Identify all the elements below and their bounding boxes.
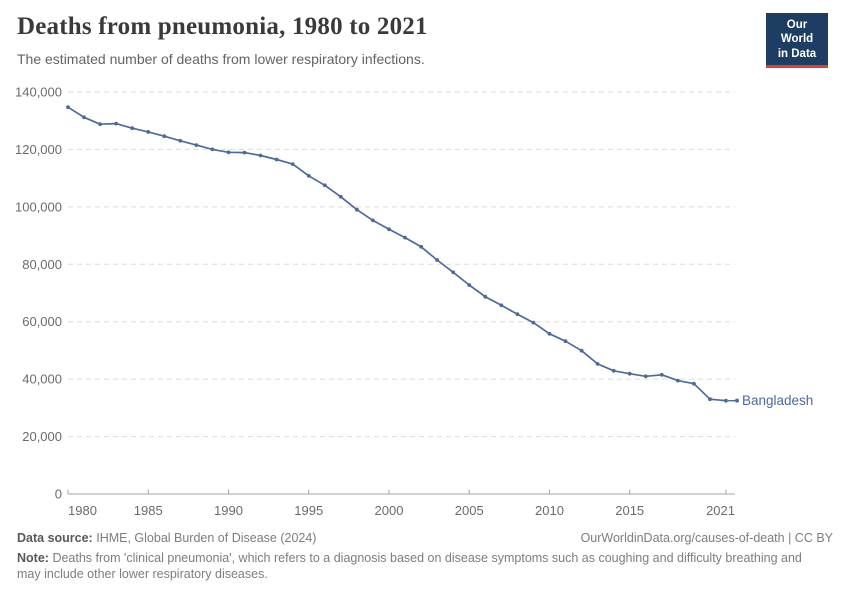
data-point[interactable] bbox=[114, 121, 118, 126]
data-point[interactable] bbox=[547, 331, 552, 336]
owid-logo-line2: in Data bbox=[777, 47, 817, 60]
series-label-bangladesh[interactable]: Bangladesh bbox=[742, 393, 813, 408]
y-axis-tick-label: 140,000 bbox=[15, 85, 62, 100]
y-axis-tick-label: 0 bbox=[55, 487, 62, 502]
data-point[interactable] bbox=[66, 105, 70, 110]
x-axis-tick-label: 1990 bbox=[214, 503, 243, 518]
data-point[interactable] bbox=[643, 374, 648, 379]
data-point[interactable] bbox=[306, 173, 311, 178]
note-line: Note: Deaths from 'clinical pneumonia', … bbox=[17, 551, 817, 582]
data-point[interactable] bbox=[258, 153, 263, 158]
data-point[interactable] bbox=[467, 283, 472, 287]
data-point[interactable] bbox=[355, 207, 359, 212]
data-point[interactable] bbox=[194, 143, 199, 148]
data-point[interactable] bbox=[659, 372, 664, 377]
data-point[interactable] bbox=[451, 270, 456, 275]
data-point[interactable] bbox=[146, 130, 151, 134]
series-label-dot bbox=[735, 398, 739, 403]
data-point[interactable] bbox=[419, 244, 423, 249]
data-point[interactable] bbox=[82, 115, 86, 120]
data-point[interactable] bbox=[627, 371, 632, 376]
data-source-line: Data source: IHME, Global Burden of Dise… bbox=[17, 531, 316, 546]
data-point[interactable] bbox=[210, 147, 215, 152]
owid-logo-line1: Our World bbox=[780, 19, 814, 46]
data-point[interactable] bbox=[338, 194, 343, 199]
owid-logo[interactable]: Our World in Data bbox=[766, 13, 828, 69]
data-point[interactable] bbox=[563, 339, 568, 344]
data-point[interactable] bbox=[98, 122, 102, 127]
data-point[interactable] bbox=[724, 398, 728, 403]
license-link[interactable]: OurWorldinData.org/causes-of-death | CC … bbox=[580, 531, 833, 545]
chart-subtitle: The estimated number of deaths from lowe… bbox=[17, 51, 425, 67]
data-point[interactable] bbox=[579, 348, 584, 353]
owid-logo-box: Our World in Data bbox=[766, 13, 828, 69]
data-source-label: Data source: bbox=[17, 531, 93, 545]
x-axis-tick-label: 1985 bbox=[134, 503, 163, 518]
data-point[interactable] bbox=[435, 258, 439, 262]
x-axis-tick-label: 1995 bbox=[294, 503, 323, 518]
data-point[interactable] bbox=[595, 362, 600, 366]
y-axis-tick-label: 80,000 bbox=[22, 257, 62, 272]
data-line-bangladesh[interactable] bbox=[67, 106, 727, 402]
y-axis-tick-label: 60,000 bbox=[22, 314, 62, 329]
x-axis-tick-label: 1980 bbox=[68, 503, 97, 518]
y-axis-tick-label: 20,000 bbox=[22, 429, 62, 444]
data-point[interactable] bbox=[162, 134, 167, 139]
y-axis-tick-label: 100,000 bbox=[15, 199, 62, 214]
x-axis-tick-label: 2021 bbox=[706, 503, 735, 518]
data-point[interactable] bbox=[178, 138, 183, 143]
page-title: Deaths from pneumonia, 1980 to 2021 bbox=[17, 13, 428, 40]
data-point[interactable] bbox=[290, 162, 295, 167]
data-point[interactable] bbox=[242, 150, 247, 155]
chart-footer: Data source: IHME, Global Burden of Dise… bbox=[17, 531, 833, 582]
x-axis-tick-label: 2005 bbox=[455, 503, 484, 518]
data-point[interactable] bbox=[708, 397, 712, 402]
data-point[interactable] bbox=[371, 218, 375, 223]
data-point[interactable] bbox=[483, 294, 488, 299]
data-point[interactable] bbox=[226, 150, 231, 155]
data-point[interactable] bbox=[274, 157, 279, 162]
data-point[interactable] bbox=[515, 312, 520, 317]
y-axis-tick-label: 40,000 bbox=[22, 372, 62, 387]
x-axis-tick-label: 2010 bbox=[535, 503, 564, 518]
data-point[interactable] bbox=[676, 378, 680, 383]
x-axis-tick-label: 2000 bbox=[375, 503, 404, 518]
x-axis-tick-label: 2015 bbox=[615, 503, 644, 518]
note-label: Note: bbox=[17, 551, 49, 566]
data-point[interactable] bbox=[499, 303, 504, 308]
data-point[interactable] bbox=[387, 227, 391, 232]
note-text: Deaths from 'clinical pneumonia', which … bbox=[17, 551, 802, 581]
line-chart[interactable]: 0 20,000 40,000 60,000 80,000 100,000 120,000 1… bbox=[0, 0, 850, 535]
y-axis-tick-label: 120,000 bbox=[15, 142, 62, 157]
data-point[interactable] bbox=[403, 235, 407, 240]
data-point[interactable] bbox=[531, 320, 536, 325]
data-source-text: IHME, Global Burden of Disease (2024) bbox=[96, 531, 317, 545]
data-point[interactable] bbox=[130, 126, 135, 131]
data-point[interactable] bbox=[322, 183, 327, 188]
data-point[interactable] bbox=[611, 368, 616, 373]
data-point[interactable] bbox=[692, 381, 696, 386]
